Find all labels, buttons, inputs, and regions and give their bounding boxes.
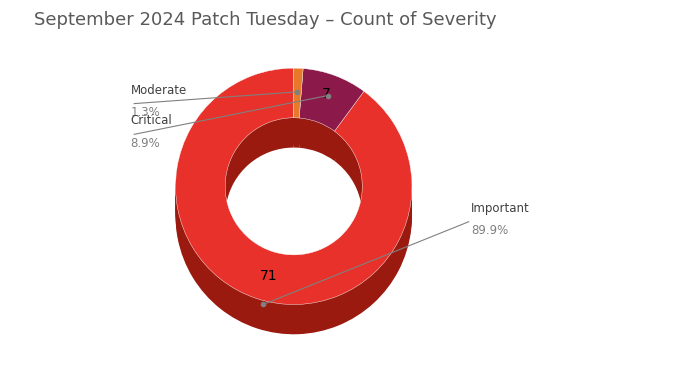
Wedge shape [294, 70, 303, 120]
Wedge shape [294, 68, 303, 118]
Wedge shape [299, 70, 364, 133]
Wedge shape [176, 68, 412, 305]
Wedge shape [299, 69, 364, 131]
Wedge shape [294, 85, 303, 135]
Wedge shape [299, 88, 364, 150]
Wedge shape [176, 94, 412, 330]
Wedge shape [294, 92, 303, 141]
Wedge shape [294, 81, 303, 131]
Wedge shape [294, 94, 303, 144]
Wedge shape [299, 98, 364, 161]
Wedge shape [299, 77, 364, 140]
Wedge shape [294, 77, 303, 127]
Text: 7: 7 [322, 87, 331, 101]
Wedge shape [299, 92, 364, 155]
Wedge shape [176, 77, 412, 313]
Wedge shape [299, 83, 364, 146]
Text: 1.3%: 1.3% [130, 106, 160, 119]
Text: 71: 71 [260, 269, 278, 283]
Wedge shape [176, 72, 412, 309]
Wedge shape [176, 89, 412, 326]
Wedge shape [176, 87, 412, 324]
Wedge shape [176, 70, 412, 306]
Wedge shape [294, 96, 303, 146]
Wedge shape [176, 83, 412, 319]
Wedge shape [176, 75, 412, 311]
Text: Moderate: Moderate [130, 83, 187, 96]
Wedge shape [294, 83, 303, 133]
Wedge shape [294, 75, 303, 124]
Wedge shape [299, 81, 364, 144]
Wedge shape [299, 90, 364, 152]
Text: 8.9%: 8.9% [130, 137, 160, 150]
Text: Important: Important [471, 202, 530, 215]
Wedge shape [294, 72, 303, 122]
Wedge shape [294, 89, 303, 139]
Wedge shape [299, 79, 364, 142]
Text: Critical: Critical [130, 114, 172, 127]
Text: September 2024 Patch Tuesday – Count of Severity: September 2024 Patch Tuesday – Count of … [34, 11, 496, 29]
Wedge shape [176, 79, 412, 315]
Wedge shape [299, 96, 364, 159]
Wedge shape [176, 81, 412, 317]
Wedge shape [176, 85, 412, 322]
Wedge shape [294, 98, 303, 148]
Wedge shape [294, 79, 303, 129]
Wedge shape [299, 75, 364, 138]
Wedge shape [299, 73, 364, 135]
Wedge shape [299, 86, 364, 148]
Text: 89.9%: 89.9% [471, 224, 509, 237]
Wedge shape [176, 92, 412, 328]
Wedge shape [176, 98, 412, 334]
Wedge shape [176, 96, 412, 332]
Wedge shape [299, 94, 364, 157]
Wedge shape [294, 87, 303, 137]
